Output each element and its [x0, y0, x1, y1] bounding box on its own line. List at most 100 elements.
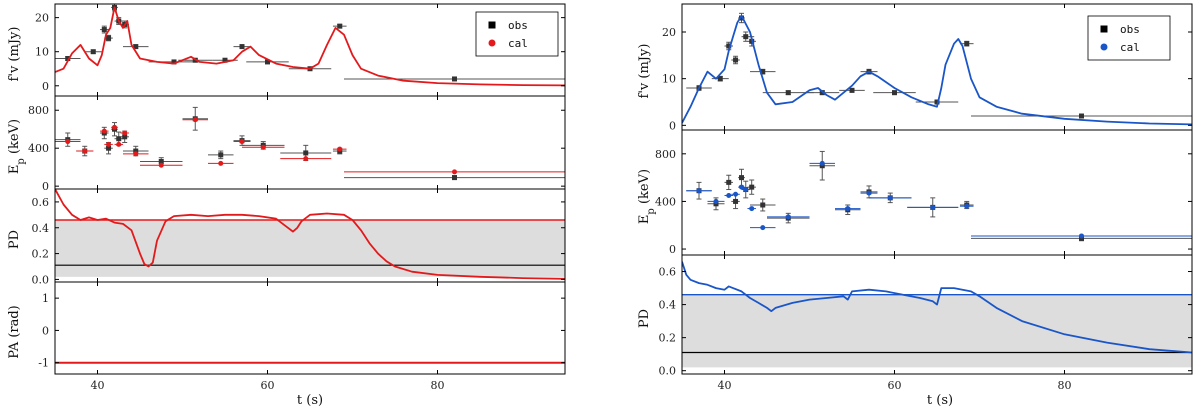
obs-marker	[65, 56, 71, 62]
cal-point-peak-14	[959, 203, 974, 209]
obs-marker	[239, 44, 245, 50]
cal-marker	[887, 195, 893, 201]
obs-marker	[785, 90, 791, 96]
obs-marker	[749, 184, 755, 190]
cal-marker	[1079, 233, 1084, 239]
cal-marker	[82, 148, 88, 154]
y-tick-label: 0.2	[32, 248, 50, 261]
obs-point-flux-14	[959, 40, 974, 47]
cal-marker	[101, 128, 107, 134]
plot-area-peak	[686, 150, 1192, 242]
obs-point-flux-11	[233, 44, 251, 50]
obs-marker	[452, 76, 457, 82]
cal-point-peak-10	[208, 160, 234, 166]
panel-flux-right: 0 10 20 f'v (mJy) obs cal	[637, 3, 1193, 132]
y-tick-label: 0.4	[32, 222, 50, 235]
cal-marker	[116, 141, 122, 147]
legend-cal-label: cal	[1120, 41, 1140, 54]
cal-point-peak-3	[731, 191, 740, 197]
cal-marker	[106, 141, 112, 147]
obs-marker	[760, 69, 766, 75]
cal-point-peak-0	[686, 188, 712, 194]
cal-marker	[133, 151, 139, 157]
cal-point-peak-9	[809, 160, 835, 166]
cal-point-peak-9	[182, 117, 208, 123]
y-tick-label: 0	[42, 80, 49, 93]
ylabel-flux: f'v (mJy)	[7, 27, 22, 82]
obs-marker	[739, 175, 744, 181]
cal-marker	[239, 139, 245, 145]
cal-marker	[785, 214, 791, 220]
y-tick-label: 0	[669, 119, 676, 132]
obs-marker	[122, 134, 128, 140]
obs-marker	[726, 43, 732, 49]
obs-point-flux-10	[839, 87, 865, 93]
obs-marker	[717, 76, 723, 82]
cal-point-peak-6	[747, 206, 756, 212]
cal-point-peak-2	[100, 128, 109, 134]
panel-frame	[54, 281, 566, 375]
legend-obs-label: obs	[508, 19, 528, 32]
y-tick-label: 10	[662, 73, 676, 86]
panel-flux-left: 0 10 20 f'v (mJy) obs cal	[7, 3, 566, 97]
cal-marker	[452, 169, 457, 175]
cal-point-peak-5	[741, 187, 750, 193]
legend-right: obs cal	[1087, 15, 1171, 61]
obs-marker	[101, 27, 107, 33]
cal-point-peak-6	[120, 130, 129, 136]
cal-marker	[337, 146, 343, 152]
obs-marker	[222, 57, 228, 63]
cal-point-peak-4	[111, 124, 118, 130]
cal-point-peak-7	[123, 151, 149, 157]
obs-point-flux-2	[100, 25, 109, 34]
y-tick-label: 20	[35, 12, 49, 25]
cal-marker	[749, 206, 755, 212]
y-tick-label: 400	[28, 142, 49, 155]
plot-area-peak	[55, 106, 565, 181]
obs-point-flux-12	[246, 59, 289, 65]
panel-pd-left: 0.0 0.2 0.4 0.6 PD	[7, 188, 566, 286]
xlabel-left: t (s)	[297, 393, 323, 408]
cal-point-peak-7	[750, 225, 776, 231]
cal-point-peak-2	[724, 192, 733, 198]
obs-marker	[934, 99, 940, 105]
model-curve-flux	[55, 6, 565, 87]
obs-point-peak-7	[750, 198, 776, 212]
x-tick-label: 80	[1058, 379, 1072, 392]
obs-point-peak-6	[747, 179, 756, 195]
cal-marker	[303, 156, 309, 162]
ylabel-peak: Ep (keV)	[7, 119, 27, 174]
cal-marker	[733, 191, 739, 197]
obs-marker	[337, 23, 343, 29]
cal-marker	[192, 117, 198, 123]
cal-point-peak-12	[869, 195, 912, 201]
cal-marker	[260, 144, 266, 150]
y-tick-label: 800	[655, 148, 676, 161]
cal-marker	[713, 198, 719, 204]
cal-marker	[65, 139, 71, 145]
panel-frame	[54, 95, 566, 190]
x-tick-label: 80	[431, 379, 445, 392]
y-tick-label: 0.0	[659, 365, 677, 378]
y-tick-label: 0.6	[659, 266, 677, 279]
obs-point-peak-4	[738, 168, 745, 187]
cal-marker	[845, 206, 851, 212]
obs-marker	[106, 145, 112, 151]
obs-point-flux-14	[332, 23, 347, 29]
plot-area-flux	[55, 4, 565, 87]
x-tick-label: 40	[718, 379, 732, 392]
xlabel-right: t (s)	[927, 393, 953, 408]
panel-pa-left: -1 0 1 PA (rad)	[7, 281, 566, 375]
y-tick-label: 1	[42, 292, 49, 305]
legend-cal-marker	[488, 39, 496, 47]
cal-point-peak-11	[860, 190, 878, 196]
obs-marker	[726, 179, 732, 185]
cal-point-peak-4	[738, 184, 745, 190]
obs-marker	[849, 87, 855, 93]
obs-marker	[452, 175, 457, 181]
obs-point-flux-7	[750, 68, 776, 75]
y-tick-label: 0.4	[659, 299, 677, 312]
